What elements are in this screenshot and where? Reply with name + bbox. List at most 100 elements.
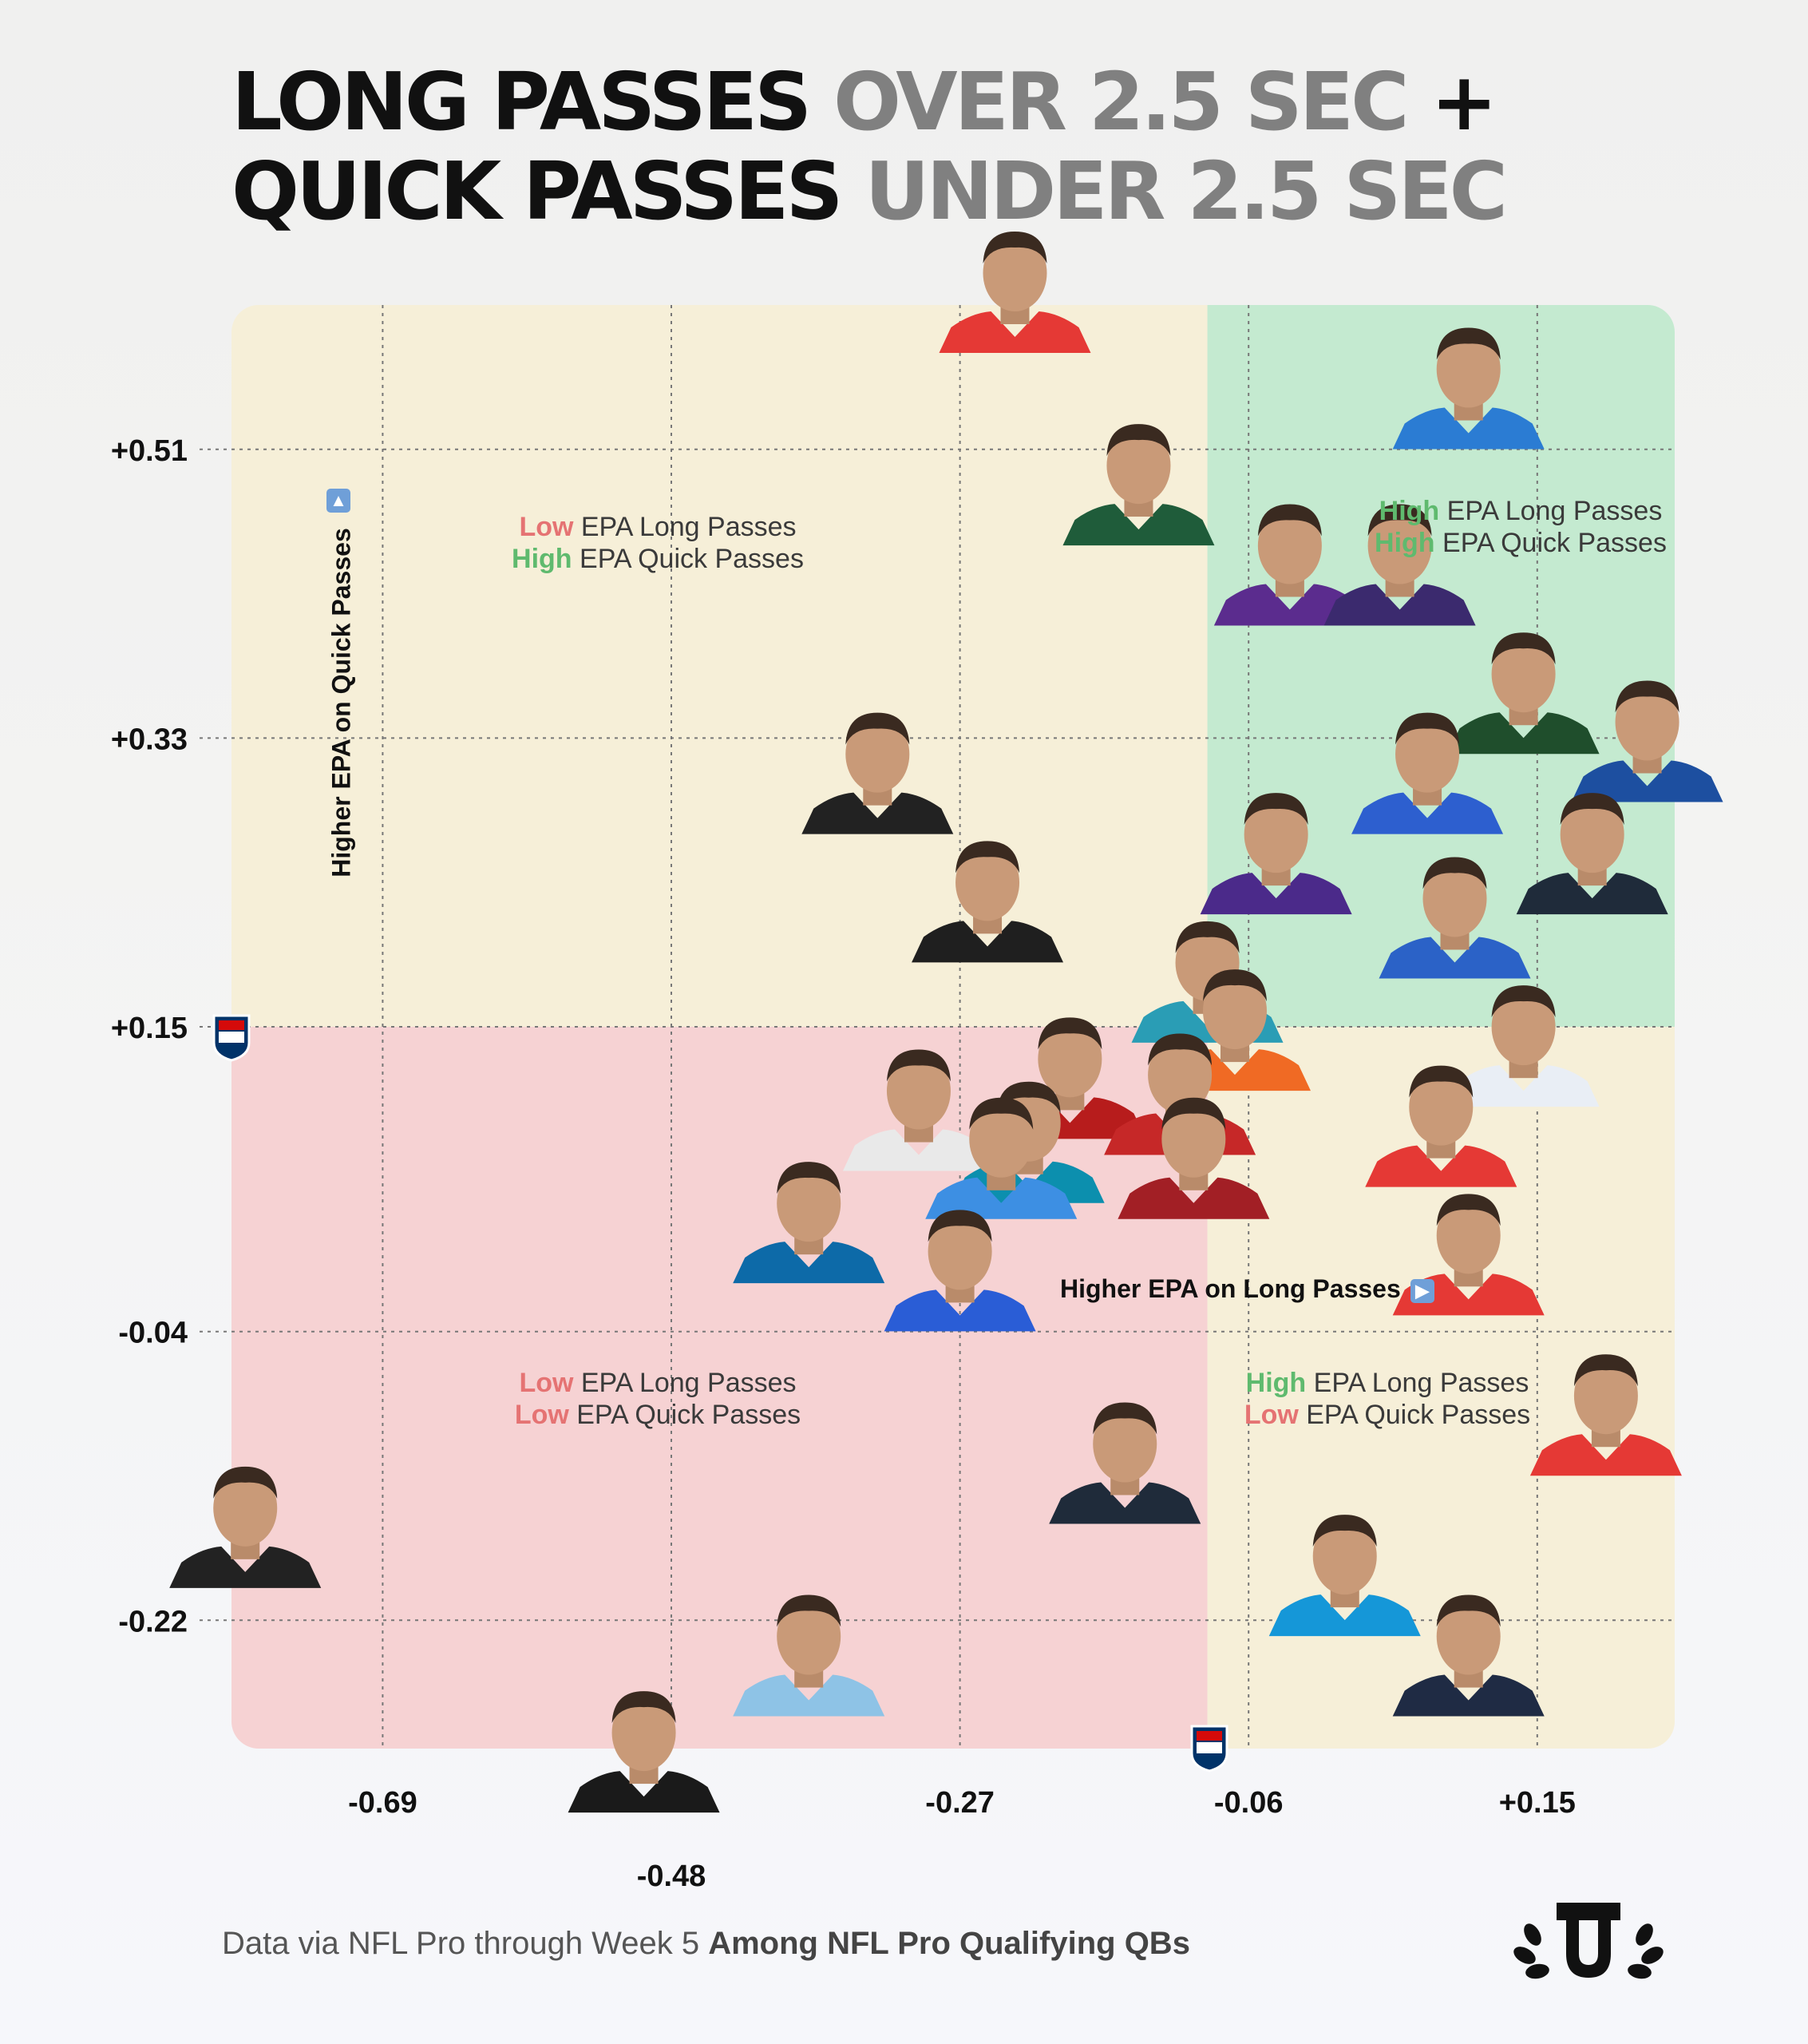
nfl-shield-icon [212,1014,251,1062]
qb-jersey [733,1242,885,1284]
nfl-shield-band [1197,1742,1222,1753]
footer-bold: Among NFL Pro Qualifying QBs [708,1926,1190,1961]
qb-point [1049,1402,1201,1524]
qb-hair [777,1594,841,1627]
qb-point [1323,504,1476,626]
qb-jersey [1365,1145,1517,1187]
qb-jersey [1351,792,1504,834]
title-plus: + [1430,55,1497,149]
qb-hair [1367,504,1432,537]
qb-jersey [568,1771,720,1813]
x-tick-label: +0.15 [1499,1786,1576,1820]
qb-point [568,1691,720,1813]
qb-jersey [912,921,1064,963]
ql-tr-long-text: EPA Long Passes [1446,496,1663,526]
qb-hair [928,1210,992,1242]
qb-head [777,1598,841,1675]
qb-point [1529,1354,1682,1476]
chart-title-line1: LONG PASSES OVER 2.5 SEC + [231,62,1497,142]
qb-hair [996,1081,1061,1114]
qb-hair [1038,1017,1102,1050]
nfl-shield-top [1197,1731,1222,1741]
y-axis-title: Higher EPA on Quick Passes [326,528,356,877]
qb-jersey [1118,1177,1270,1219]
qb-point [1392,327,1545,450]
qb-point [1118,1097,1270,1219]
qb-jersey [1049,1482,1201,1524]
qb-head [1093,1405,1157,1483]
qb-hair [1175,921,1240,953]
qb-head [777,1165,841,1242]
qb-jersey [1323,584,1476,626]
qb-hair [1491,985,1556,1018]
qb-hair [1312,1515,1377,1547]
qb-hair [1436,1194,1501,1226]
qb-hair [845,712,910,745]
qb-point [1200,793,1352,915]
qb-hair [1436,327,1501,360]
qb-point [912,841,1064,963]
qb-head [1436,1598,1501,1675]
y-tick-label: +0.15 [111,1012,188,1045]
ql-bl-quick-level: Low [514,1400,569,1430]
qb-hair [213,1466,278,1499]
ql-br-long-level: High [1245,1368,1307,1398]
qb-jersey [842,1129,995,1171]
qb-hair [886,1049,951,1082]
qb-head [1560,796,1624,873]
qb-hair [777,1162,841,1194]
qb-head [1491,636,1556,713]
qb-jersey [733,1674,885,1717]
qb-jersey [1379,937,1531,979]
qb-hair [1395,712,1460,745]
qb-head [1409,1068,1474,1146]
qb-hair [1422,857,1487,889]
qb-hair [1093,1402,1157,1435]
qb-hair [1244,793,1308,826]
ql-tl-long-level: Low [519,512,574,542]
x-axis-title-wrap: Higher EPA on Long Passes ▶ [1060,1274,1434,1304]
qb-head [983,235,1047,311]
qb-head [1148,1036,1213,1114]
x-tick-label: -0.69 [348,1786,417,1820]
qb-head [1573,1357,1638,1435]
qb-point [1571,680,1723,802]
qb-head [1422,860,1487,937]
qb-jersey [1447,1065,1600,1107]
x-tick-label: -0.06 [1214,1786,1284,1820]
ql-br-quick-level: Low [1244,1400,1299,1430]
qb-hair [1161,1097,1226,1130]
footer-text: Data via NFL Pro through Week 5 [222,1926,700,1961]
qb-head [1436,1197,1501,1274]
qb-head [1161,1100,1226,1178]
ql-br-quick-text: EPA Quick Passes [1306,1400,1531,1430]
qb-point [169,1466,322,1588]
qb-head [1436,331,1501,408]
qb-head [1395,715,1460,793]
qb-head [886,1052,951,1130]
qb-head [955,844,1020,921]
qb-point [1062,424,1215,546]
qb-hair [1615,680,1679,713]
qb-hair [1491,632,1556,665]
qb-jersey [1571,760,1723,802]
ql-tr-long-level: High [1379,496,1440,526]
ql-tr-quick-text: EPA Quick Passes [1442,528,1667,558]
y-tick-label: -0.04 [118,1317,188,1350]
qb-hair [611,1691,676,1724]
qb-point [1268,1515,1421,1637]
qb-point [842,1049,995,1171]
footer-source: Data via NFL Pro through Week 5 Among NF… [222,1926,1190,1962]
title-over-time: OVER 2.5 SEC [833,55,1410,149]
qb-point [733,1162,885,1284]
qb-point [1365,1065,1517,1187]
ql-tr-quick-level: High [1375,528,1435,558]
ql-tl-quick-level: High [512,544,572,574]
qb-jersey [801,792,954,834]
right-arrow-icon: ▶ [1410,1278,1434,1303]
qb-point [1213,504,1366,626]
qb-point [1351,712,1504,834]
qb-head [1367,507,1432,584]
quadrant-label-bottom-left: Low EPA Long Passes Low EPA Quick Passes [515,1367,801,1431]
